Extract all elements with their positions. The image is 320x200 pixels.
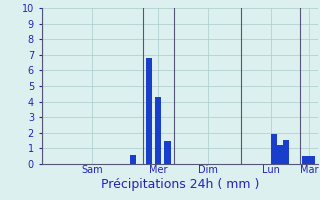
Bar [155,97,161,164]
Bar [277,145,283,164]
Bar [164,141,171,164]
X-axis label: Précipitations 24h ( mm ): Précipitations 24h ( mm ) [101,178,259,191]
Bar [146,58,152,164]
Bar [130,155,136,164]
Bar [283,140,289,164]
Bar [271,134,277,164]
Bar [308,156,315,164]
Bar [302,156,308,164]
